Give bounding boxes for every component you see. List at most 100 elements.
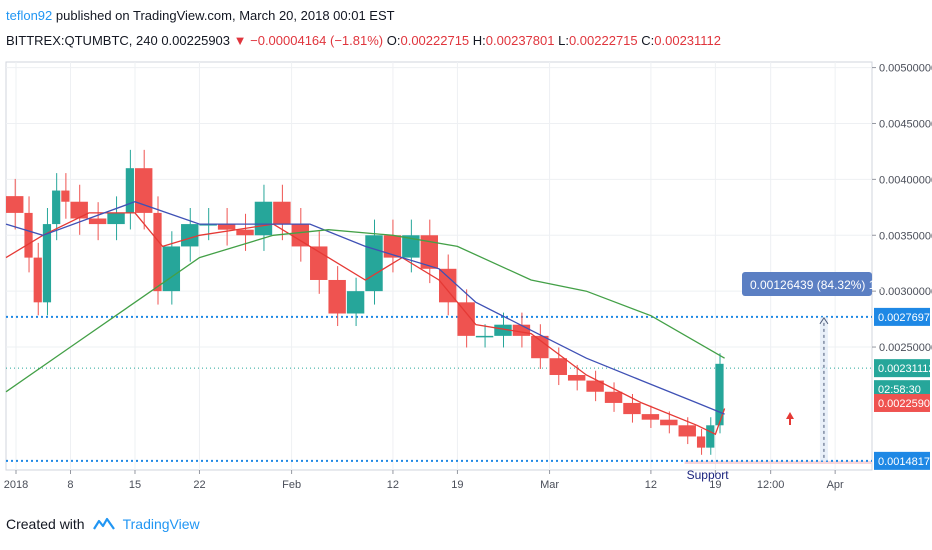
- candle-body: [660, 419, 678, 426]
- price-tag-last-bg: [874, 393, 930, 412]
- candle-body: [24, 212, 33, 258]
- measure-label-text: 0.00126439 (84.32%) 126: [750, 278, 889, 292]
- x-tick-label: 19: [451, 479, 463, 491]
- open-value: 0.00222715: [400, 33, 470, 48]
- price-change: ▼ −0.00004164 (−1.81%): [233, 33, 384, 48]
- candle-body: [383, 235, 402, 258]
- symbol-label: BITTREX:QTUMBTC, 240: [6, 33, 158, 48]
- x-tick-label: 12: [645, 479, 657, 491]
- candle-body: [88, 218, 107, 225]
- support-label: Support: [687, 468, 730, 482]
- y-tick-label: 0.00450000: [879, 118, 932, 130]
- candle-body: [549, 358, 567, 375]
- candle-body: [696, 436, 706, 448]
- candle-body: [254, 201, 273, 236]
- candle-body: [439, 268, 457, 303]
- last-price: 0.00225903: [161, 33, 231, 48]
- candle-body: [236, 229, 254, 236]
- candle-body: [586, 380, 604, 392]
- measure-label-box: [742, 272, 872, 296]
- candle-body: [52, 190, 61, 225]
- candle-body: [6, 196, 24, 213]
- x-tick-label: Feb: [282, 479, 301, 491]
- symbol-line: BITTREX:QTUMBTC, 240 0.00225903 ▼ −0.000…: [6, 33, 721, 48]
- candle-body: [494, 324, 512, 336]
- candle-body: [199, 224, 217, 226]
- candle-body: [33, 257, 42, 303]
- low-label: L:: [558, 33, 569, 48]
- low-value: 0.00222715: [568, 33, 638, 48]
- y-tick-label: 0.00500000: [879, 63, 932, 75]
- price-tag-last: 0.00225903: [878, 398, 932, 410]
- measure-range-fill: [819, 316, 828, 461]
- price-tag-close: 0.00231112: [878, 363, 932, 375]
- candle-body: [61, 190, 70, 202]
- candle-body: [217, 224, 236, 230]
- price-tag-close-bg: [874, 359, 930, 378]
- author-link[interactable]: teflon92: [6, 8, 53, 23]
- candle-body: [365, 235, 383, 292]
- x-tick-label: 15: [129, 479, 141, 491]
- candle-body: [420, 235, 438, 269]
- close-label: C:: [641, 33, 655, 48]
- footer: Created with TradingView: [6, 516, 200, 532]
- tradingview-brand-link[interactable]: TradingView: [122, 516, 200, 532]
- close-value: 0.00231112: [654, 33, 722, 48]
- x-tick-label: 22: [193, 479, 205, 491]
- moving-average-line: [5, 229, 725, 393]
- candle-body: [678, 425, 696, 437]
- candle-body: [706, 425, 715, 448]
- candle-body: [604, 391, 623, 403]
- candle-body: [457, 302, 475, 336]
- open-label: O:: [386, 33, 401, 48]
- candle-body: [402, 235, 420, 258]
- x-tick-label: 19: [709, 479, 721, 491]
- candle-body: [475, 335, 494, 338]
- candle-body: [70, 201, 88, 219]
- candle-body: [346, 291, 365, 314]
- y-tick-label: 0.00400000: [879, 174, 932, 186]
- x-tick-label: 8: [67, 479, 73, 491]
- published-text: published on TradingView.com, March 20, …: [55, 8, 395, 23]
- candle-body: [512, 324, 531, 336]
- moving-average-line: [5, 212, 726, 436]
- support-zone[interactable]: [684, 460, 872, 464]
- candle-body: [273, 201, 291, 225]
- up-arrow-icon: [786, 412, 794, 425]
- measure-arrowhead: [819, 316, 829, 325]
- candle-body: [715, 363, 724, 426]
- candle-body: [162, 246, 181, 292]
- bar-countdown: 02:58:30: [878, 384, 921, 396]
- candle-body: [181, 224, 199, 247]
- candle-body: [125, 168, 134, 213]
- price-tag-upper-level-bg: [874, 307, 930, 326]
- candle-body: [134, 168, 153, 213]
- x-tick-label: 12: [387, 479, 399, 491]
- candle-body: [567, 374, 586, 381]
- moving-average-line: [5, 201, 725, 415]
- x-tick-label: Mar: [540, 479, 559, 491]
- plot-area[interactable]: [5, 61, 873, 471]
- candle-body: [641, 414, 660, 420]
- candle-body: [153, 212, 162, 292]
- candle-body: [291, 224, 310, 247]
- created-with-text: Created with: [6, 516, 85, 532]
- candle-body: [328, 279, 346, 314]
- candle-body: [623, 402, 641, 415]
- candle-body: [107, 212, 125, 225]
- chart-header: teflon92 published on TradingView.com, M…: [0, 0, 932, 58]
- y-tick-label: 0.00350000: [879, 230, 932, 242]
- bar-countdown-bg: [874, 380, 930, 399]
- x-tick-label: 12:00: [757, 479, 785, 491]
- publish-line: teflon92 published on TradingView.com, M…: [6, 8, 395, 23]
- x-tick-label: 2018: [4, 479, 28, 491]
- price-tag-support-bg: [874, 451, 930, 470]
- candle-body: [531, 335, 549, 359]
- candle-body: [42, 224, 52, 303]
- y-tick-label: 0.00300000: [879, 286, 932, 298]
- x-tick-label: Apr: [827, 479, 844, 491]
- price-tag-support: 0.00148171: [878, 456, 932, 468]
- high-value: 0.00237801: [485, 33, 555, 48]
- price-tag-upper-level: 0.00276974: [878, 312, 932, 324]
